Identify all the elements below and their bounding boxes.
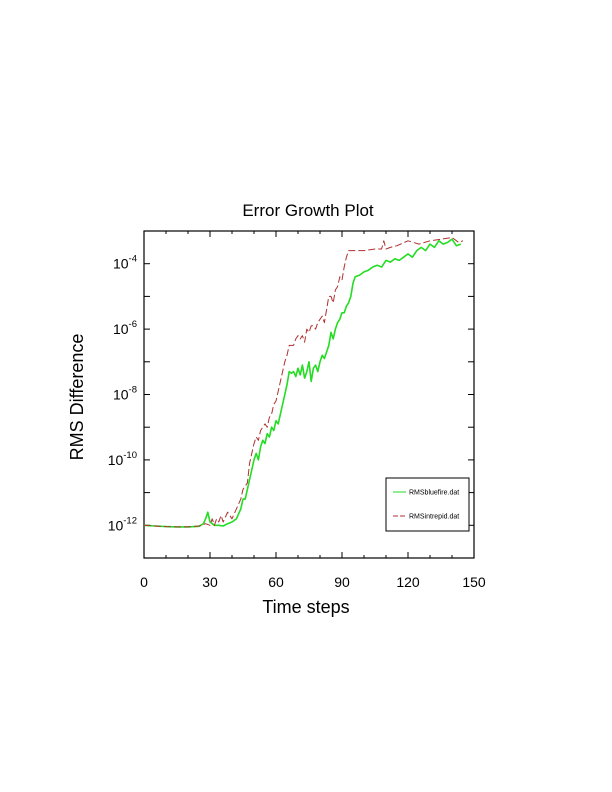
y-tick-label: 10-4	[113, 254, 137, 272]
x-tick-label: 30	[202, 574, 218, 590]
x-axis-label: Time steps	[262, 597, 349, 617]
x-tick-label: 150	[462, 574, 486, 590]
series-layer	[143, 237, 464, 528]
y-tick-label: 10-6	[113, 319, 137, 337]
x-tick-label: 0	[140, 574, 148, 590]
legend-label-bluefire: RMSbluefire.dat	[409, 490, 459, 497]
y-axis-label: RMS Difference	[67, 334, 87, 461]
y-tick-label: 10-12	[108, 515, 137, 533]
y-tick-label: 10-10	[108, 450, 137, 468]
x-tick-label: 120	[396, 574, 420, 590]
axes: 0 30 60 90 120 150 10-12 10-10 10-8 10-6 10-4	[108, 230, 486, 590]
legend-label-intrepid: RMSintrepid.dat	[409, 514, 459, 521]
legend: RMSbluefire.dat RMSintrepid.dat	[385, 477, 470, 532]
series-line-intrepid	[143, 237, 464, 528]
chart-title: Error Growth Plot	[242, 201, 374, 220]
x-tick-label: 60	[268, 574, 284, 590]
legend-box	[385, 477, 470, 532]
series-line-bluefire	[143, 238, 462, 528]
x-tick-label: 90	[334, 574, 350, 590]
y-tick-label: 10-8	[113, 385, 137, 403]
